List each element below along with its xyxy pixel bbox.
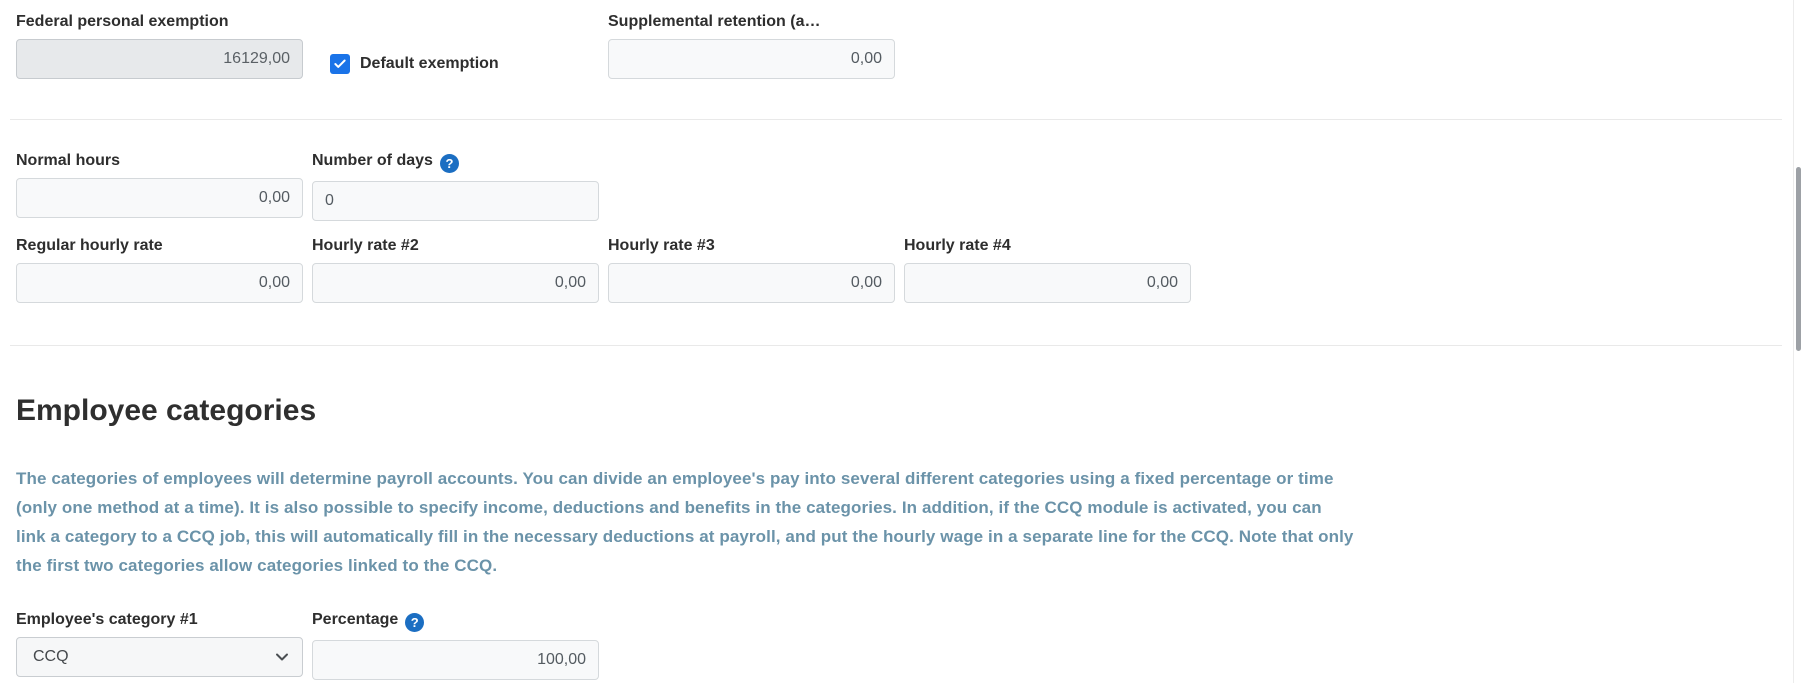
normal-hours-field: Normal hours — [16, 151, 303, 218]
percentage-input[interactable] — [312, 640, 599, 680]
selected-option: CCQ — [33, 648, 69, 665]
number-of-days-label: Number of days — [312, 152, 433, 169]
percentage-label: Percentage — [312, 611, 399, 628]
scrollbar-track-line — [1793, 0, 1794, 683]
checked-checkbox-icon[interactable] — [330, 54, 350, 74]
federal-exemption-label: Federal personal exemption — [16, 13, 229, 30]
normal-hours-label: Normal hours — [16, 152, 121, 169]
number-of-days-field: Number of days? — [312, 151, 599, 221]
hourly-rate-4-label: Hourly rate #4 — [904, 237, 1011, 254]
federal-exemption-field: Federal personal exemption — [16, 12, 303, 79]
supplemental-retention-label: Supplemental retention (a… — [608, 13, 821, 30]
number-of-days-input[interactable] — [312, 181, 599, 221]
employee-category-1-select[interactable]: CCQ — [16, 637, 303, 677]
employee-categories-title: Employee categories — [16, 394, 317, 427]
help-icon[interactable]: ? — [439, 154, 459, 173]
hourly-rate-3-input[interactable] — [608, 263, 895, 303]
employee-category-1-label: Employee's category #1 — [16, 611, 198, 628]
federal-exemption-input — [16, 39, 303, 79]
hourly-rate-3-label: Hourly rate #3 — [608, 237, 715, 254]
chevron-down-icon — [272, 647, 292, 667]
scrollbar-thumb[interactable] — [1796, 167, 1801, 351]
default-exemption-label: Default exemption — [360, 55, 499, 72]
hourly-rate-4-field: Hourly rate #4 — [904, 236, 1191, 303]
supplemental-retention-field: Supplemental retention (a… — [608, 12, 895, 79]
hourly-rate-2-field: Hourly rate #2 — [312, 236, 599, 303]
hourly-rate-4-input[interactable] — [904, 263, 1191, 303]
regular-hourly-rate-field: Regular hourly rate — [16, 236, 303, 303]
hourly-rate-2-input[interactable] — [312, 263, 599, 303]
employee-category-1-field: Employee's category #1 CCQ — [16, 610, 303, 677]
regular-hourly-rate-input[interactable] — [16, 263, 303, 303]
regular-hourly-rate-label: Regular hourly rate — [16, 237, 163, 254]
hourly-rate-2-label: Hourly rate #2 — [312, 237, 419, 254]
description-line: the first two categories allow categorie… — [16, 556, 498, 575]
normal-hours-input[interactable] — [16, 178, 303, 218]
hourly-rate-3-field: Hourly rate #3 — [608, 236, 895, 303]
percentage-label-wrap: Percentage? — [312, 610, 599, 632]
section-divider — [10, 119, 1782, 120]
default-exemption-checkbox-row[interactable]: Default exemption — [330, 54, 499, 74]
help-icon[interactable]: ? — [405, 613, 425, 632]
percentage-field: Percentage? — [312, 610, 599, 680]
section-divider — [10, 345, 1782, 346]
description-line: (only one method at a time). It is also … — [16, 498, 1322, 517]
description-line: The categories of employees will determi… — [16, 469, 1334, 488]
employee-categories-description: The categories of employees will determi… — [16, 464, 1354, 580]
number-of-days-label-wrap: Number of days? — [312, 151, 599, 173]
supplemental-retention-input[interactable] — [608, 39, 895, 79]
description-line: link a category to a CCQ job, this will … — [16, 527, 1354, 546]
